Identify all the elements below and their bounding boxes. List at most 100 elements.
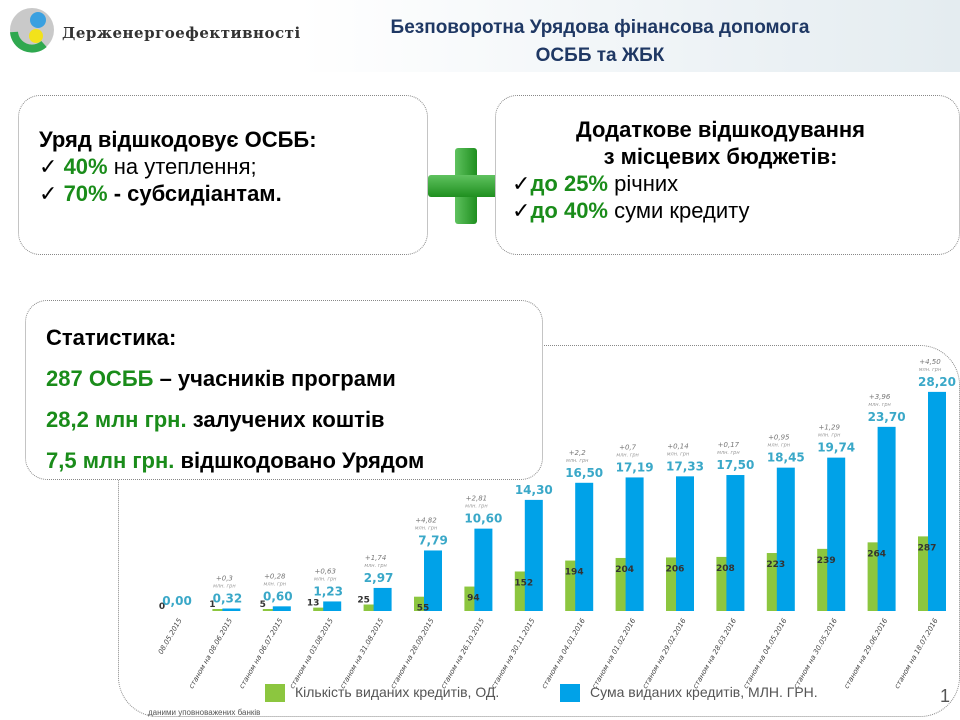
label-sum: 18,45 (767, 451, 805, 465)
label-increment: +1,74 (365, 554, 386, 562)
bar-count (313, 607, 332, 611)
bar-sum (827, 457, 846, 611)
x-tick-label: станом на 01.02.2016 (591, 617, 638, 691)
label-count: 13 (307, 599, 320, 609)
bar-sum (726, 475, 745, 611)
label-increment-unit: млн. грн (415, 525, 438, 531)
label-sum: 17,50 (716, 458, 754, 472)
label-increment-unit: млн. грн (314, 576, 337, 582)
label-count: 239 (817, 556, 836, 566)
label-count: 287 (918, 543, 937, 553)
legend-swatch-green (265, 684, 285, 703)
legend-count: Кількість виданих кредитів, ОД. (265, 684, 499, 703)
bar-sum (272, 606, 291, 611)
statistics-box: Статистика: 287 ОСББ – учасників програм… (25, 300, 543, 480)
label-count: 0 (159, 602, 165, 612)
stat-row: 287 ОСББ – учасників програми (46, 366, 396, 391)
x-tick-label: станом на 06.07.2015 (238, 617, 285, 691)
label-sum: 1,23 (313, 584, 343, 598)
bar-sum (222, 608, 241, 611)
label-sum: 7,79 (418, 533, 448, 547)
label-increment: +4,50 (919, 358, 941, 366)
label-increment: +2,81 (466, 495, 487, 503)
label-sum: 2,97 (364, 571, 394, 585)
local-item: ✓до 40% суми кредиту (512, 198, 750, 223)
label-count: 204 (615, 565, 634, 575)
government-compensation-box: Уряд відшкодовує ОСББ: ✓ 40% на утепленн… (18, 95, 428, 255)
label-sum: 0,32 (213, 592, 243, 606)
label-count: 55 (417, 604, 430, 614)
gov-heading: Уряд відшкодовує ОСББ: (39, 127, 317, 152)
label-increment-unit: млн. грн (919, 367, 942, 373)
x-tick-label: станом на 04.05.2016 (742, 617, 789, 691)
bar-count (212, 609, 231, 611)
bar-sum (676, 476, 694, 611)
x-tick-label: станом на 08.06.2015 (187, 617, 234, 691)
label-increment: +0,17 (718, 441, 740, 449)
label-increment-unit: млн. грн (717, 450, 740, 456)
x-tick-label: станом на 18.07.2016 (893, 617, 940, 691)
page-number: 1 (940, 686, 951, 706)
gov-item: ✓ 70% - субсидіантам. (39, 181, 282, 206)
label-increment-unit: млн. грн (768, 443, 791, 449)
label-increment: +0,3 (216, 575, 233, 583)
label-count: 206 (666, 564, 685, 574)
label-increment: +4,82 (415, 516, 437, 524)
label-increment-unit: млн. грн (264, 581, 287, 587)
label-count: 208 (716, 564, 735, 574)
label-sum: 0,00 (162, 594, 192, 608)
local-heading: Додаткове відшкодування (576, 117, 865, 142)
agency-name: Держенергоефективності (62, 24, 301, 42)
bar-sum (424, 550, 442, 611)
label-increment: +0,63 (314, 567, 335, 575)
bar-sum (776, 467, 795, 611)
plus-icon (428, 148, 504, 224)
x-tick-label: станом на 30.05.2016 (792, 617, 839, 691)
bar-count (262, 609, 281, 611)
legend-sum: Сума виданих кредитів, МЛН. ГРН. (560, 684, 818, 703)
stat-row: 7,5 млн грн. відшкодовано Урядом (46, 448, 425, 473)
bar-sum (928, 391, 946, 611)
label-increment-unit: млн. грн (465, 504, 488, 510)
label-increment-unit: млн. грн (364, 563, 387, 569)
gov-item: ✓ 40% на утеплення; (39, 154, 257, 179)
bar-sum (524, 499, 543, 611)
label-count: 152 (514, 578, 533, 588)
label-count: 223 (766, 560, 785, 570)
header-band (300, 0, 960, 72)
bar-sum (877, 426, 896, 611)
label-sum: 28,20 (918, 375, 956, 389)
label-count: 25 (357, 596, 370, 606)
label-increment-unit: млн. грн (566, 458, 589, 464)
stats-heading: Статистика: (46, 325, 177, 350)
bar-sum (625, 477, 644, 611)
label-increment: +0,28 (264, 572, 286, 580)
label-increment-unit: млн. грн (213, 584, 236, 590)
label-sum: 17,33 (666, 459, 704, 473)
local-budget-box: Додаткове відшкодування з місцевих бюдже… (495, 95, 960, 255)
label-increment: +3,96 (869, 393, 891, 401)
x-tick-label: станом на 29.06.2016 (843, 617, 890, 691)
source-note: даними уповноважених банків (148, 708, 261, 717)
label-count: 5 (260, 600, 266, 610)
stat-row: 28,2 млн грн. залучених коштів (46, 407, 385, 432)
x-tick-label: станом на 30.11.2015 (490, 617, 537, 691)
label-sum: 16,50 (565, 466, 603, 480)
page-title: Безповоротна Урядова фінансова допомога О… (390, 17, 810, 66)
label-increment: +0,95 (768, 434, 790, 442)
agency-logo-icon (10, 8, 54, 53)
label-increment: +2,2 (569, 449, 587, 457)
bar-sum (575, 482, 594, 611)
label-count: 94 (467, 594, 480, 604)
legend-swatch-blue (560, 684, 580, 703)
x-tick-label: станом на 26.10.2015 (439, 617, 486, 691)
bar-sum (323, 601, 342, 611)
x-tick-label: 08.05.2015 (157, 617, 184, 656)
label-increment-unit: млн. грн (667, 451, 690, 457)
local-item: ✓до 25% річних (512, 171, 679, 196)
label-increment-unit: млн. грн (818, 433, 841, 439)
bar-count (363, 604, 382, 611)
label-count: 1 (209, 600, 215, 610)
x-tick-label: станом на 28.03.2016 (691, 617, 738, 691)
label-increment-unit: млн. грн (868, 402, 891, 408)
